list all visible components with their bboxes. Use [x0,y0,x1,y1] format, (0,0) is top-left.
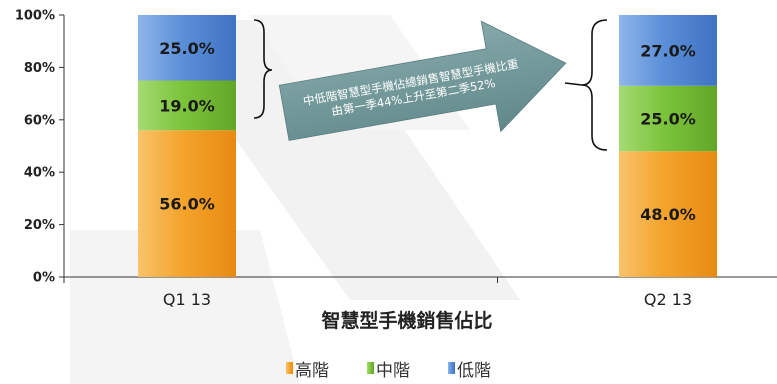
legend-item: 高階 [286,356,329,381]
y-tick-label: 40% [24,166,55,181]
data-label: 48.0% [640,205,696,224]
legend: 高階 中階 低階 [0,356,777,381]
brace-connector [564,82,583,86]
legend-label: 低階 [457,360,491,381]
y-tick-label: 80% [24,61,55,76]
data-label: 25.0% [159,39,215,58]
bar-segment [138,15,236,81]
bars: 56.0% 19.0% 25.0% 48.0% 25.0% 27.0% [138,15,717,277]
bar-segment [619,85,717,152]
x-axis: Q1 13 Q2 13 [63,276,777,309]
growth-arrow [278,20,567,141]
bar-segment [138,130,236,277]
y-axis: 0% 20% 40% 60% 80% 100% [15,9,65,286]
data-label: 19.0% [159,96,215,115]
bar-segment [619,151,717,277]
legend-item: 低階 [448,356,491,381]
legend-label: 高階 [295,360,329,381]
x-tick-label: Q1 13 [163,290,211,309]
right-brace [581,19,608,151]
left-brace [253,19,273,119]
y-tick-label: 20% [24,218,55,233]
legend-swatch [448,362,455,374]
chart-title: 智慧型手機銷售佔比 [321,309,492,332]
y-tick-label: 0% [33,271,55,286]
data-label: 25.0% [640,109,696,128]
legend-swatch [286,362,293,374]
legend-item: 中階 [367,356,410,381]
data-label: 27.0% [640,41,696,60]
x-tick-label: Q2 13 [644,290,692,309]
bar-segment [619,15,717,86]
y-tick-label: 100% [15,9,55,24]
data-label: 56.0% [159,195,215,214]
legend-label: 中階 [376,360,410,381]
legend-swatch [367,362,374,374]
y-tick-label: 60% [24,113,55,128]
bar-segment [138,80,236,131]
